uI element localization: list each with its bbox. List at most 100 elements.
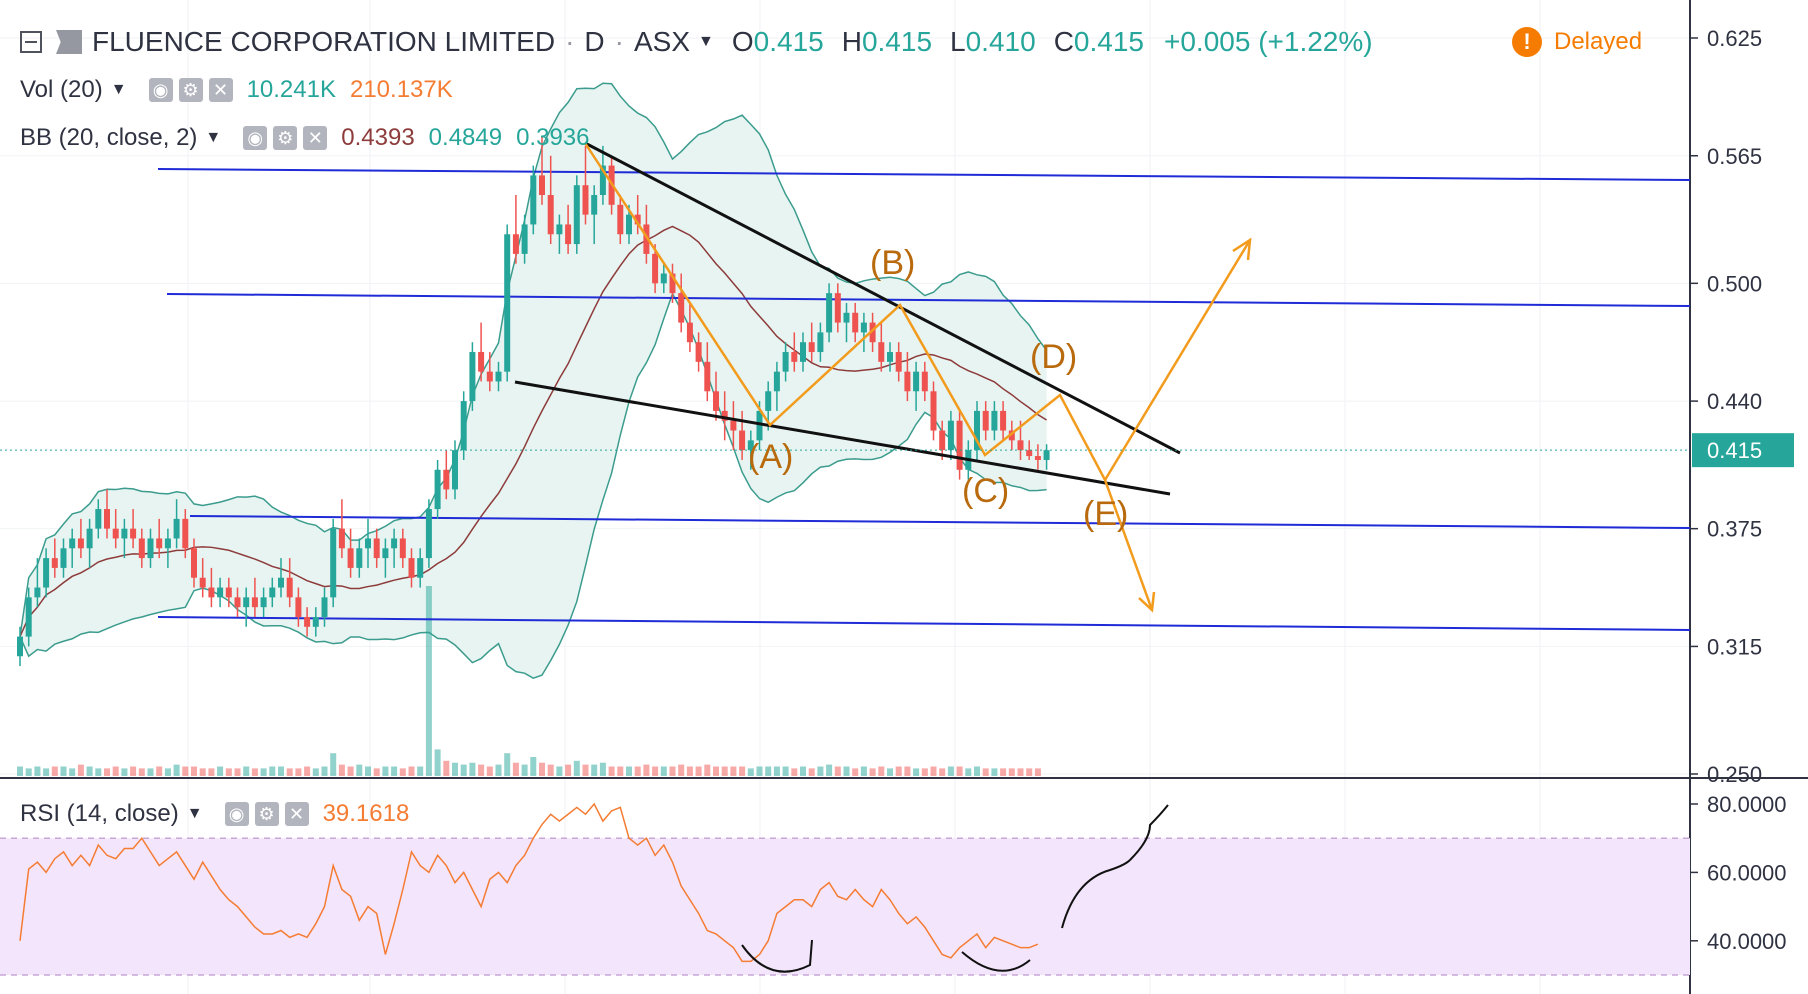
candle-body	[747, 440, 754, 451]
volume-bar	[408, 766, 415, 776]
volume-legend: Vol (20) ▼ ◉ ⚙ ✕ 10.241K 210.137K	[20, 72, 453, 108]
volume-bar	[843, 766, 850, 776]
candle-body	[173, 518, 180, 539]
arrow-down-icon	[1138, 591, 1156, 613]
volume-bar	[434, 749, 441, 776]
delayed-badge[interactable]: ! Delayed	[1512, 22, 1642, 62]
candle-body	[695, 342, 702, 362]
exchange[interactable]: ASX	[633, 26, 691, 57]
low-label: L	[950, 26, 966, 57]
collapse-icon[interactable]	[20, 31, 42, 53]
candle-body	[60, 548, 67, 568]
rsi-axis[interactable]: 80.0000 60.0000 40.0000	[1690, 792, 1787, 954]
volume-bar	[69, 768, 76, 776]
candle-body	[138, 538, 145, 559]
wedge-trendlines	[514, 141, 1181, 496]
wave-down-projection	[1103, 479, 1154, 611]
chevron-down-icon[interactable]: ▼	[698, 33, 714, 50]
bb-lower-line	[19, 291, 1047, 680]
candle-body	[86, 528, 93, 549]
volume-bar	[17, 766, 23, 776]
candle-body	[304, 616, 311, 627]
candle-body	[591, 195, 598, 215]
volume-bar	[112, 766, 119, 776]
candle-body	[425, 509, 432, 559]
current-price-tag	[1692, 433, 1794, 468]
price-axis[interactable]: 0.625 0.565 0.500 0.440 0.375 0.315 0.250 0.415	[0, 26, 1794, 787]
volume-bar	[25, 768, 32, 776]
candle-body	[1000, 410, 1007, 431]
volume-bar	[834, 766, 841, 776]
candle-body	[782, 352, 789, 372]
candle-body	[330, 528, 337, 598]
volume-bar	[739, 766, 746, 776]
candle-body	[434, 469, 441, 510]
candle-body	[800, 342, 806, 362]
volume-bar	[974, 766, 980, 776]
close-label: C	[1053, 26, 1074, 57]
candle-body	[147, 538, 154, 559]
close-icon[interactable]: ✕	[284, 802, 309, 826]
volume-bar	[60, 766, 67, 776]
gear-icon[interactable]: ⚙	[178, 78, 203, 102]
close-icon[interactable]: ✕	[303, 126, 328, 150]
candle-body	[582, 185, 589, 215]
bb-basis-value: 0.4393	[341, 124, 415, 151]
candle-body	[887, 352, 893, 362]
rsi-band-fill	[0, 838, 1690, 975]
chevron-down-icon[interactable]: ▼	[110, 81, 127, 98]
candle-body	[452, 450, 458, 490]
rsi-study-label[interactable]: RSI (14, close)	[20, 800, 179, 827]
volume-bar	[43, 768, 50, 776]
volume-bar	[1017, 768, 1024, 776]
candle-body	[678, 293, 685, 323]
candle-body	[791, 352, 798, 362]
bollinger-bands	[19, 82, 1048, 680]
candle-body	[974, 410, 980, 451]
chevron-down-icon[interactable]: ▼	[186, 805, 203, 822]
level-line	[157, 168, 1691, 181]
arrow-up-icon	[1232, 237, 1252, 261]
symbol-name[interactable]: FLUENCE CORPORATION LIMITED	[92, 26, 556, 57]
candle-body	[869, 322, 876, 343]
separator-dot: ·	[614, 26, 624, 57]
candle-body	[382, 548, 389, 559]
candle-body	[391, 538, 398, 549]
candle-body	[704, 361, 711, 392]
candle-body	[17, 636, 23, 657]
eye-icon[interactable]: ◉	[224, 802, 249, 826]
volume-bar	[678, 764, 685, 776]
volume-bar	[260, 768, 267, 776]
volume-bar	[478, 764, 485, 776]
close-icon[interactable]: ✕	[208, 78, 233, 102]
volume-bar	[547, 764, 554, 776]
volume-study-label[interactable]: Vol (20)	[20, 76, 103, 103]
gear-icon[interactable]: ⚙	[273, 126, 298, 150]
rsi-line	[19, 802, 1169, 973]
candles	[17, 136, 1050, 667]
volume-bar	[982, 768, 989, 776]
candle-body	[191, 548, 197, 578]
volume-bar	[321, 766, 328, 776]
volume-bar	[417, 766, 424, 776]
volume-bar	[747, 768, 754, 776]
candle-body	[199, 577, 206, 588]
candle-body	[295, 597, 302, 617]
volume-bar	[913, 768, 920, 776]
volume-bar	[608, 766, 615, 776]
interval[interactable]: D	[584, 26, 605, 57]
volume-bar	[713, 766, 719, 776]
eye-icon[interactable]: ◉	[148, 78, 173, 102]
gear-icon[interactable]: ⚙	[254, 802, 279, 826]
candle-body	[512, 234, 519, 254]
bb-study-label[interactable]: BB (20, close, 2)	[20, 124, 198, 151]
eye-icon[interactable]: ◉	[243, 126, 268, 150]
candle-body	[826, 293, 833, 333]
candle-body	[721, 410, 728, 421]
flag-icon[interactable]	[56, 30, 82, 54]
rsi-legend: RSI (14, close) ▼ ◉ ⚙ ✕ 39.1618	[20, 796, 409, 832]
candle-body	[443, 469, 450, 490]
chevron-down-icon[interactable]: ▼	[205, 129, 222, 146]
